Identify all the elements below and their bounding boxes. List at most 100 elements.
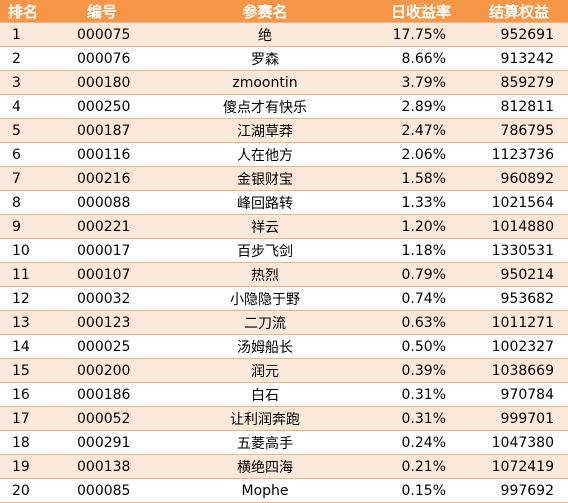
cell-participant-id: 000138 [46,454,158,479]
cell-daily-return: 8.66% [372,46,470,71]
cell-settled-equity: 950214 [470,262,568,287]
cell-participant-id: 000123 [46,310,158,335]
cell-rank: 14 [0,334,46,359]
cell-participant-id: 000187 [46,118,158,143]
table-row: 18 000291 五菱高手 0.24% 1047380 [0,430,568,455]
table-header: 排名 编号 参赛名 日收益率 结算权益 [0,0,568,23]
cell-participant-name: 让利润奔跑 [158,406,372,431]
cell-settled-equity: 1014880 [470,214,568,239]
cell-rank: 10 [0,238,46,263]
cell-daily-return: 0.74% [372,286,470,311]
cell-participant-name: 二刀流 [158,310,372,335]
header-name: 参赛名 [158,0,372,23]
cell-participant-name: 百步飞剑 [158,238,372,263]
table-row: 16 000186 白石 0.31% 970784 [0,382,568,407]
cell-daily-return: 0.31% [372,406,470,431]
cell-daily-return: 17.75% [372,22,470,47]
header-daily-return: 日收益率 [372,0,470,23]
cell-participant-id: 000200 [46,358,158,383]
table-row: 7 000216 金银财宝 1.58% 960892 [0,166,568,191]
cell-participant-id: 000216 [46,166,158,191]
table-row: 13 000123 二刀流 0.63% 1011271 [0,310,568,335]
cell-participant-name: 横绝四海 [158,454,372,479]
cell-participant-id: 000116 [46,142,158,167]
cell-settled-equity: 1072419 [470,454,568,479]
cell-rank: 12 [0,286,46,311]
cell-settled-equity: 952691 [470,22,568,47]
cell-participant-name: 汤姆船长 [158,334,372,359]
cell-daily-return: 0.79% [372,262,470,287]
cell-daily-return: 1.18% [372,238,470,263]
cell-participant-name: 罗森 [158,46,372,71]
cell-settled-equity: 970784 [470,382,568,407]
header-rank: 排名 [0,0,46,23]
cell-daily-return: 1.58% [372,166,470,191]
cell-daily-return: 0.21% [372,454,470,479]
cell-rank: 19 [0,454,46,479]
cell-rank: 4 [0,94,46,119]
cell-settled-equity: 1330531 [470,238,568,263]
table-row: 4 000250 傻点才有快乐 2.89% 812811 [0,94,568,119]
cell-daily-return: 1.20% [372,214,470,239]
cell-daily-return: 2.06% [372,142,470,167]
cell-rank: 6 [0,142,46,167]
cell-settled-equity: 859279 [470,70,568,95]
cell-daily-return: 0.50% [372,334,470,359]
table-row: 12 000032 小隐隐于野 0.74% 953682 [0,286,568,311]
cell-participant-id: 000075 [46,22,158,47]
cell-daily-return: 0.24% [372,430,470,455]
table-row: 1 000075 绝 17.75% 952691 [0,22,568,47]
cell-participant-name: 江湖草莽 [158,118,372,143]
cell-rank: 9 [0,214,46,239]
cell-rank: 16 [0,382,46,407]
cell-participant-name: 傻点才有快乐 [158,94,372,119]
cell-participant-name: 小隐隐于野 [158,286,372,311]
cell-settled-equity: 1021564 [470,190,568,215]
table-row: 5 000187 江湖草莽 2.47% 786795 [0,118,568,143]
cell-participant-name: 白石 [158,382,372,407]
cell-participant-name: 润元 [158,358,372,383]
header-row: 排名 编号 参赛名 日收益率 结算权益 [0,0,568,23]
cell-daily-return: 0.39% [372,358,470,383]
cell-participant-name: 五菱高手 [158,430,372,455]
cell-participant-id: 000025 [46,334,158,359]
cell-participant-id: 000221 [46,214,158,239]
cell-daily-return: 2.47% [372,118,470,143]
header-settled-equity: 结算权益 [470,0,568,23]
table-row: 8 000088 峰回路转 1.33% 1021564 [0,190,568,215]
cell-participant-id: 000180 [46,70,158,95]
table-row: 15 000200 润元 0.39% 1038669 [0,358,568,383]
cell-settled-equity: 1002327 [470,334,568,359]
header-id: 编号 [46,0,158,23]
table-row: 9 000221 祥云 1.20% 1014880 [0,214,568,239]
cell-participant-id: 000017 [46,238,158,263]
cell-rank: 15 [0,358,46,383]
cell-daily-return: 3.79% [372,70,470,95]
cell-participant-name: zmoontin [158,70,372,95]
cell-settled-equity: 1011271 [470,310,568,335]
cell-rank: 13 [0,310,46,335]
cell-rank: 8 [0,190,46,215]
cell-participant-name: 人在他方 [158,142,372,167]
cell-rank: 2 [0,46,46,71]
table-row: 3 000180 zmoontin 3.79% 859279 [0,70,568,95]
cell-participant-name: 热烈 [158,262,372,287]
cell-participant-id: 000107 [46,262,158,287]
cell-settled-equity: 953682 [470,286,568,311]
cell-daily-return: 1.33% [372,190,470,215]
cell-rank: 17 [0,406,46,431]
cell-settled-equity: 1047380 [470,430,568,455]
cell-participant-id: 000052 [46,406,158,431]
table-row: 14 000025 汤姆船长 0.50% 1002327 [0,334,568,359]
table-row: 6 000116 人在他方 2.06% 1123736 [0,142,568,167]
cell-participant-name: 金银财宝 [158,166,372,191]
cell-participant-id: 000032 [46,286,158,311]
cell-participant-name: 祥云 [158,214,372,239]
cell-participant-id: 000250 [46,94,158,119]
cell-participant-id: 000076 [46,46,158,71]
table-row: 19 000138 横绝四海 0.21% 1072419 [0,454,568,479]
cell-settled-equity: 960892 [470,166,568,191]
table-row: 2 000076 罗森 8.66% 913242 [0,46,568,71]
cell-rank: 7 [0,166,46,191]
